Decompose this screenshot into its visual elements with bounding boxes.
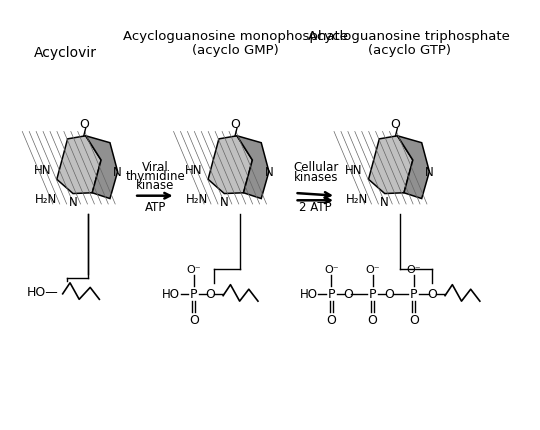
Text: N: N (380, 195, 389, 208)
Polygon shape (397, 136, 429, 199)
Text: Viral: Viral (142, 160, 168, 173)
Text: thymidine: thymidine (125, 170, 185, 183)
Text: N: N (425, 166, 434, 179)
Text: O: O (189, 313, 199, 326)
Text: Acycloguanosine triphosphate: Acycloguanosine triphosphate (308, 30, 510, 43)
Text: ATP: ATP (145, 201, 166, 214)
Text: O⁻: O⁻ (186, 264, 201, 274)
Text: O⁻: O⁻ (365, 264, 380, 274)
Polygon shape (208, 136, 252, 194)
Text: HN: HN (345, 164, 363, 177)
Text: H₂N: H₂N (186, 193, 208, 206)
Text: (acyclo GMP): (acyclo GMP) (192, 44, 279, 57)
Text: Acycloguanosine monophosphate: Acycloguanosine monophosphate (123, 30, 348, 43)
Text: O: O (427, 288, 437, 301)
Polygon shape (368, 136, 413, 194)
Text: HO: HO (162, 288, 180, 301)
Polygon shape (86, 136, 118, 199)
Text: P: P (328, 288, 335, 301)
Text: N: N (69, 195, 77, 208)
Text: P: P (369, 288, 376, 301)
Text: O⁻: O⁻ (407, 264, 421, 274)
Text: O: O (409, 313, 419, 326)
Text: N: N (265, 166, 273, 179)
Polygon shape (57, 136, 101, 194)
Text: Cellular: Cellular (293, 160, 339, 173)
Text: O: O (205, 288, 215, 301)
Text: O⁻: O⁻ (324, 264, 339, 274)
Text: HN: HN (33, 164, 51, 177)
Text: kinases: kinases (293, 171, 338, 184)
Text: kinase: kinase (136, 179, 174, 192)
Text: O: O (326, 313, 336, 326)
Text: P: P (190, 288, 198, 301)
Text: N: N (220, 195, 228, 208)
Text: O: O (390, 118, 401, 131)
Text: HN: HN (185, 164, 202, 177)
Text: (acyclo GTP): (acyclo GTP) (368, 44, 451, 57)
Text: O: O (79, 118, 89, 131)
Text: HO—: HO— (26, 286, 58, 299)
Text: O: O (384, 288, 394, 301)
Text: HO: HO (300, 288, 318, 301)
Text: O: O (230, 118, 240, 131)
Text: P: P (410, 288, 417, 301)
Text: O: O (343, 288, 353, 301)
Polygon shape (237, 136, 269, 199)
Text: H₂N: H₂N (35, 193, 57, 206)
Text: N: N (113, 166, 122, 179)
Text: H₂N: H₂N (346, 193, 368, 206)
Text: Acyclovir: Acyclovir (34, 46, 97, 60)
Text: O: O (368, 313, 377, 326)
Text: 2 ATP: 2 ATP (299, 201, 332, 214)
